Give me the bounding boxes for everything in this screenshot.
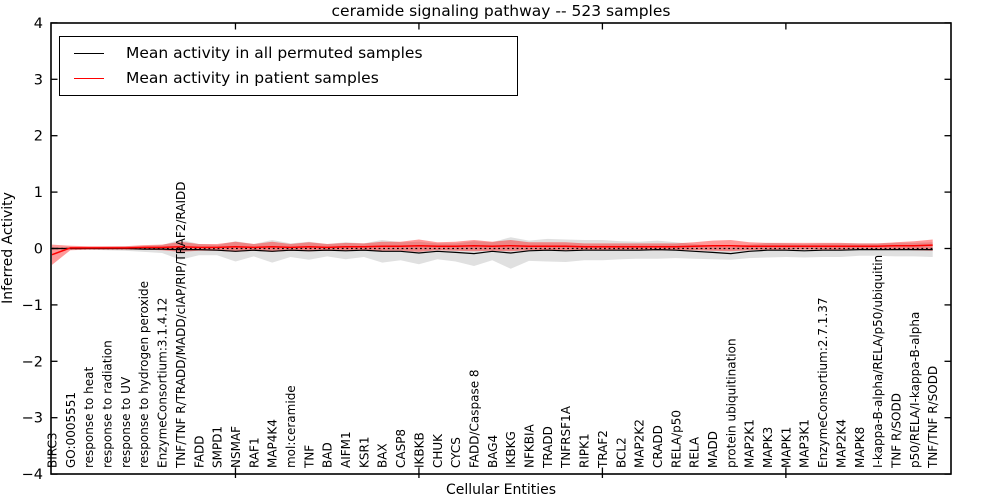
x-tick-label: EnzymeConsortium:2.7.1.37 [816,297,830,468]
permuted-std-band [52,237,933,269]
x-tick-label: TNF/TNF R/SODD [926,366,940,469]
x-tick-label: response to radiation [101,340,115,468]
x-tick-label: NFKBIA [523,423,537,468]
x-tick-label: MAP2K2 [633,419,647,468]
y-tick-label: −4 [22,467,43,483]
y-tick-label: 4 [34,16,43,32]
x-tick-label: mol:ceramide [284,385,298,468]
x-tick-label: BIRC3 [46,432,60,468]
legend-entry-patient: Mean activity in patient samples [74,68,517,87]
y-tick-label: 0 [34,242,43,258]
x-tick-label: response to UV [119,376,133,468]
legend-entry-permuted: Mean activity in all permuted samples [74,44,517,62]
x-tick-label: TNFRSF1A [559,405,573,469]
x-tick-label: FADD [192,436,206,469]
x-tick-label: TRAF2 [596,430,610,469]
x-tick-label: response to hydrogen peroxide [137,281,151,468]
y-tick-label: −1 [22,298,43,314]
x-tick-label: p50/RELA/I-kappa-B-alpha [908,312,922,468]
x-tick-label: BAD [321,442,335,468]
x-tick-label: BAX [376,443,390,468]
x-tick-label: EnzymeConsortium:3.1.4.12 [156,297,170,468]
x-tick-label: MADD [706,431,720,468]
x-tick-label: RAF1 [247,437,261,468]
y-tick-label: 3 [34,72,43,88]
x-tick-label: SMPD1 [211,426,225,468]
x-tick-label: MAPK1 [779,427,793,468]
x-axis-title: Cellular Entities [446,482,556,498]
x-tick-label: NSMAF [229,426,243,468]
x-tick-label: CHUK [431,433,445,468]
x-tick-label: MAP4K4 [266,419,280,468]
x-tick-label: MAPK8 [853,427,867,468]
legend-line-patient-icon [74,77,104,79]
x-tick-label: TNF/TNF R/TRADD/MADD/cIAP/RIP/TRAF2/RAID… [174,181,188,469]
x-tick-label: I-kappa-B-alpha/RELA/p50/ubiquitin [871,255,885,468]
plot-frame [50,22,952,475]
x-tick-label: CRADD [651,425,665,468]
x-tick-label: TNF R/SODD [889,393,903,469]
x-tick-label: MAP2K4 [834,419,848,468]
patient-mean-line [51,244,933,256]
chart-title: ceramide signaling pathway -- 523 sample… [332,2,671,20]
x-tick-label: MAP2K1 [743,419,757,468]
x-tick-label: CYCS [449,437,463,468]
x-tick-label: response to heat [82,366,96,468]
legend: Mean activity in all permuted samples Me… [59,36,518,96]
x-tick-label: protein ubiquitination [724,338,738,468]
legend-label-patient: Mean activity in patient samples [126,68,379,87]
x-tick-label: FADD/Caspase 8 [467,369,481,468]
x-tick-label: BAG4 [486,435,500,468]
x-tick-label: IKBKG [504,431,518,468]
legend-label-permuted: Mean activity in all permuted samples [126,44,423,62]
x-tick-label: IKBKB [412,432,426,468]
x-tick-label: RIPK1 [578,433,592,468]
plot-content: −4 −3 −2 −1 0 1 2 3 4 BIRC3 GO:0005551 response to … [22,16,951,483]
x-tick-label: BCL2 [614,437,628,468]
x-tick-label: GO:0005551 [64,392,78,468]
x-tick-label: MAPK3 [761,427,775,468]
y-tick-label: −3 [22,411,43,427]
legend-line-permuted-icon [74,53,104,55]
x-tick-label: TRADD [541,426,555,469]
x-tick-label: RELA/p50 [669,410,683,468]
x-tick-label: KSR1 [357,437,371,468]
y-axis-title: Inferred Activity [0,192,16,304]
y-tick-label: 1 [34,185,43,201]
x-tick-label: CASP8 [394,429,408,468]
x-tick-label: MAP3K1 [798,419,812,468]
x-tick-label: RELA [688,436,702,468]
y-tick-label: −2 [22,354,43,370]
permuted-mean-line [52,247,933,255]
y-tick-label: 2 [34,129,43,145]
x-tick-label: TNF [302,445,316,469]
x-tick-label: AIFM1 [339,431,353,468]
